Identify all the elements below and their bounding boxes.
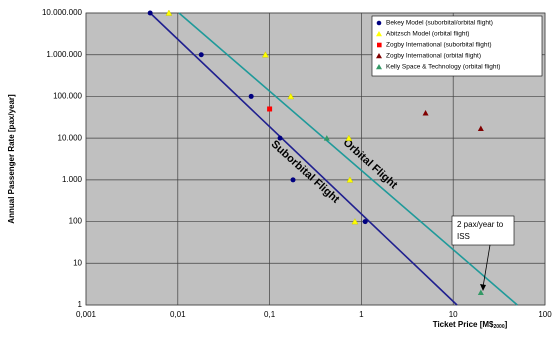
data-point xyxy=(267,106,273,112)
y-tick-label: 1 xyxy=(78,300,83,309)
data-point xyxy=(165,9,173,16)
x-tick-label: 10 xyxy=(449,310,458,319)
trend-line xyxy=(149,12,458,306)
x-tick-label: 100 xyxy=(538,310,552,319)
data-point xyxy=(477,289,484,295)
y-axis-title: Annual Passenger Rate [pax/year] xyxy=(7,94,16,224)
legend-label: Bekey Model (suborbital/orbital flight) xyxy=(386,20,493,27)
annotation-line: ISS xyxy=(457,232,470,241)
annotation-arrow xyxy=(482,244,491,288)
data-point xyxy=(323,135,330,141)
data-point xyxy=(290,177,296,183)
annotation: 2 pax/year to ISS xyxy=(457,220,504,241)
data-point xyxy=(362,219,368,225)
legend-marker xyxy=(376,64,382,70)
data-point xyxy=(345,134,353,141)
data-point xyxy=(261,51,269,58)
data-point xyxy=(422,110,429,116)
x-tick-label: 0,01 xyxy=(170,310,186,319)
data-point xyxy=(198,52,204,58)
x-axis-title: Ticket Price [M$2000] xyxy=(433,320,508,330)
x-axis-title-end: ] xyxy=(505,320,508,329)
x-tick-label: 0,1 xyxy=(264,310,276,319)
legend-marker xyxy=(376,20,382,26)
y-tick-label: 10.000.000 xyxy=(42,8,83,17)
annotation-box xyxy=(451,215,515,246)
legend-label: Kelly Space & Technology (orbital flight… xyxy=(386,64,500,71)
legend-marker xyxy=(376,31,382,37)
legend-label: Abitzsch Model (orbital flight) xyxy=(386,31,469,38)
data-point xyxy=(351,218,359,225)
data-point xyxy=(248,93,254,99)
y-tick-label: 10.000 xyxy=(58,133,83,142)
legend-label: Zogby International (suborbital flight) xyxy=(386,42,492,49)
legend-box xyxy=(371,15,543,77)
data-point xyxy=(147,10,153,16)
x-tick-label: 1 xyxy=(359,310,364,319)
legend-label: Zogby International (orbital flight) xyxy=(386,53,481,60)
annotation-line: 2 pax/year to xyxy=(457,220,504,229)
y-tick-label: 10 xyxy=(73,258,82,267)
x-axis-title-sub: 2000 xyxy=(493,324,504,330)
x-tick-label: 0,001 xyxy=(76,310,97,319)
data-point xyxy=(346,176,354,183)
arrow-head xyxy=(480,284,486,291)
trend-line xyxy=(178,12,518,306)
data-point xyxy=(287,92,295,100)
legend-marker xyxy=(376,53,382,59)
data-point xyxy=(477,125,484,132)
y-tick-label: 1.000.000 xyxy=(46,50,82,59)
legend-marker xyxy=(377,42,382,48)
y-tick-label: 100.000 xyxy=(53,92,82,101)
y-tick-label: 100 xyxy=(69,217,83,226)
y-tick-label: 1.000 xyxy=(62,175,83,184)
data-point xyxy=(277,135,283,141)
x-axis-title-main: Ticket Price [M$ xyxy=(433,320,494,329)
